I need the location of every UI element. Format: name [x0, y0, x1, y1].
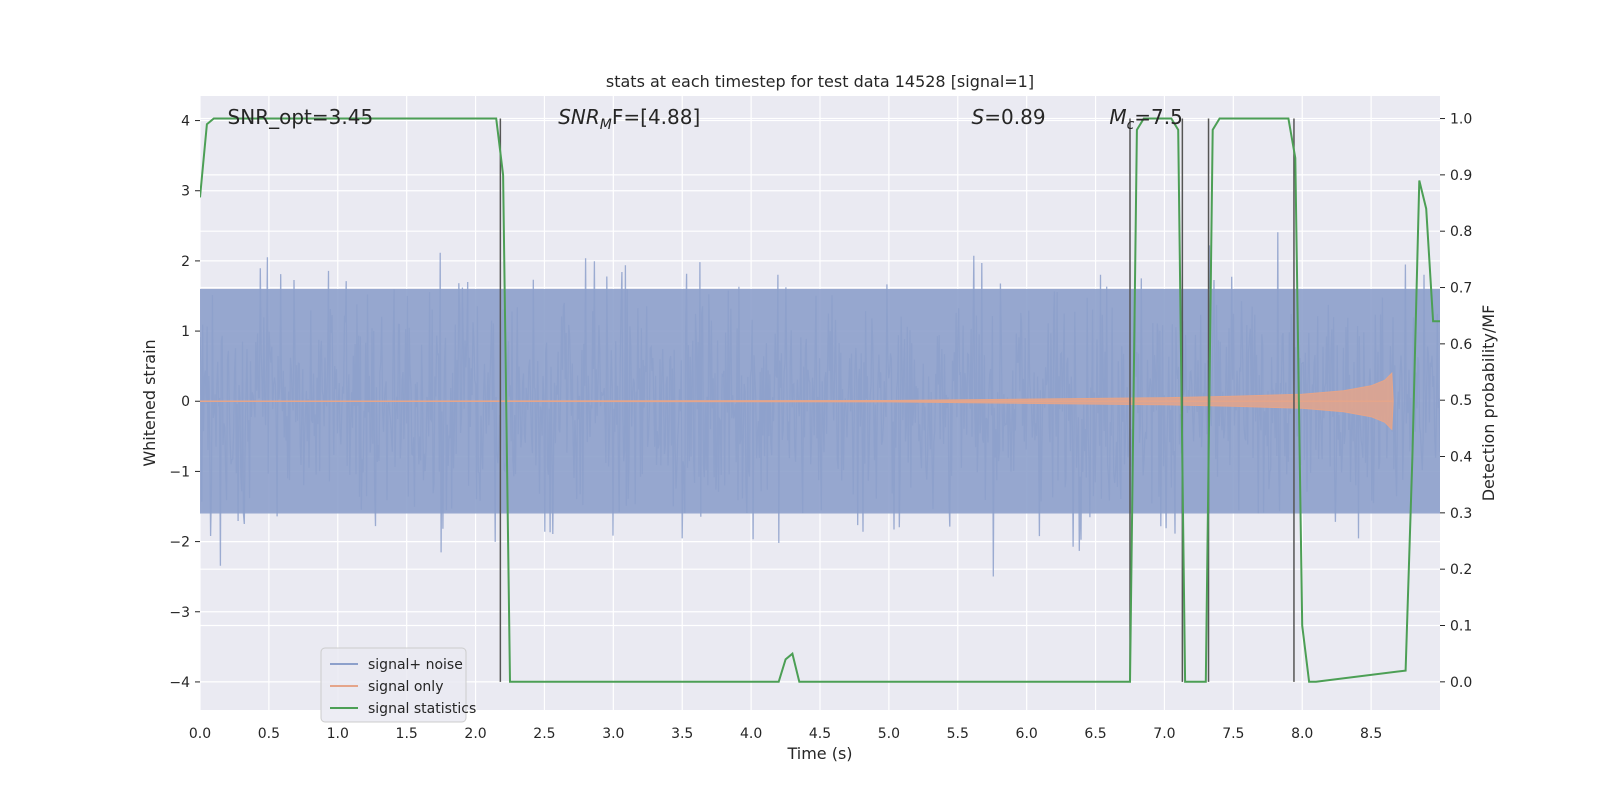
legend-box — [320, 647, 467, 723]
x-tick-label: 5.5 — [947, 726, 969, 742]
x-tick-label: 3.5 — [671, 726, 693, 742]
y-left-tick-label: −1 — [169, 464, 190, 480]
x-tick-label: 7.0 — [1153, 726, 1175, 742]
legend-label: signal+ noise — [368, 657, 463, 673]
annotations: SNR_opt=3.45 SNRMF=[4.88] S=0.89 Mc=7.5 — [228, 105, 1183, 133]
x-tick-label: 8.5 — [1360, 726, 1382, 742]
x-axis-label: Time (s) — [786, 744, 852, 763]
x-tick-label: 2.5 — [533, 726, 555, 742]
y-left-tick-label: −2 — [169, 535, 190, 551]
y-right-tick-label: 0.8 — [1450, 224, 1472, 240]
y-left-tick-label: −4 — [169, 675, 190, 691]
detection-markers — [499, 118, 1295, 682]
y-axis-left-ticks: −4 −3 −2 −1 0 1 2 3 4 — [169, 114, 200, 691]
y-left-tick-label: −3 — [169, 605, 190, 621]
y-right-tick-label: 1.0 — [1450, 112, 1472, 128]
y-left-tick-label: 3 — [181, 184, 190, 200]
x-tick-label: 2.0 — [464, 726, 486, 742]
series-signal-only — [200, 372, 1394, 431]
legend-items: signal+ noise signal only signal statistic… — [330, 657, 476, 717]
y-right-tick-label: 0.0 — [1450, 675, 1472, 691]
y-left-tick-label: 4 — [181, 114, 190, 130]
x-tick-label: 1.5 — [396, 726, 418, 742]
x-tick-label: 7.5 — [1222, 726, 1244, 742]
x-tick-label: 5.0 — [878, 726, 900, 742]
y-right-tick-label: 0.2 — [1450, 562, 1472, 578]
annotation-1: SNRMF=[4.88] — [558, 105, 700, 133]
x-tick-label: 1.0 — [327, 726, 349, 742]
y-left-tick-label: 2 — [181, 254, 190, 270]
y-axis-right-ticks: 0.0 0.1 0.2 0.3 0.4 0.5 0.6 0.7 0.8 0.9 1.0 — [1440, 112, 1472, 691]
statistics-line — [200, 117, 1440, 683]
x-tick-label: 6.0 — [1016, 726, 1038, 742]
y-right-tick-label: 0.6 — [1450, 337, 1472, 353]
y-left-tick-label: 1 — [181, 324, 190, 340]
y-right-tick-label: 0.9 — [1450, 168, 1472, 184]
y-right-tick-label: 0.1 — [1450, 619, 1472, 635]
y-right-tick-label: 0.7 — [1450, 281, 1472, 297]
legend-label: signal statistics — [368, 701, 476, 717]
annotation-0: SNR_opt=3.45 — [228, 105, 374, 129]
x-tick-label: 6.5 — [1084, 726, 1106, 742]
plot-area — [200, 117, 1440, 683]
legend: signal+ noise signal only signal statistic… — [320, 647, 476, 723]
x-tick-label: 0.0 — [189, 726, 211, 742]
x-tick-label: 4.0 — [740, 726, 762, 742]
y-right-tick-label: 0.4 — [1450, 450, 1472, 466]
annotation-2: S=0.89 — [972, 105, 1046, 129]
x-tick-label: 3.0 — [602, 726, 624, 742]
y-axis-right-label: Detection probability/MF — [1479, 305, 1498, 502]
y-axis-left-label: Whitened strain — [140, 339, 159, 466]
annotation-3: Mc=7.5 — [1109, 105, 1183, 133]
y-left-tick-label: 0 — [181, 394, 190, 410]
y-right-tick-label: 0.5 — [1450, 393, 1472, 409]
y-right-tick-label: 0.3 — [1450, 506, 1472, 522]
legend-label: signal only — [368, 679, 443, 695]
x-tick-label: 0.5 — [258, 726, 280, 742]
x-tick-label: 4.5 — [809, 726, 831, 742]
x-tick-label: 8.0 — [1291, 726, 1313, 742]
series-signal-statistics — [200, 117, 1440, 683]
x-axis-ticks: 0.0 0.5 1.0 1.5 2.0 2.5 3.0 3.5 4.0 4.5 5.0 5.5 6.0 6… — [189, 726, 1382, 742]
chart-title: stats at each timestep for test data 145… — [606, 72, 1034, 91]
